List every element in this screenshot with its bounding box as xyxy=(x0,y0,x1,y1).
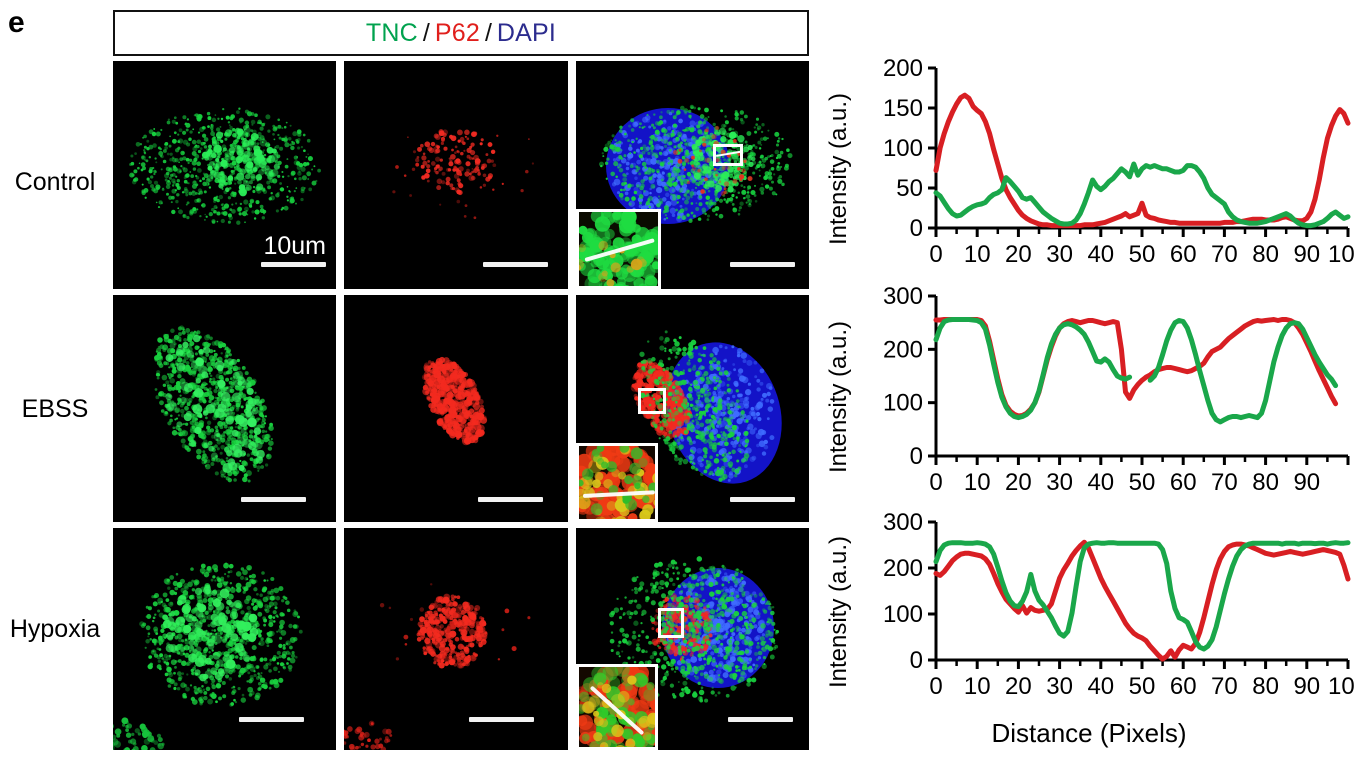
panel-ebss-merge[interactable] xyxy=(576,295,809,522)
hypoxia-tnc-render xyxy=(113,528,336,750)
scale-bar xyxy=(730,262,795,267)
chart2-y-axis-title: Intensity (a.u.) xyxy=(825,320,852,474)
scale-bar xyxy=(241,497,306,502)
control-tnc-render xyxy=(113,61,336,289)
roi-box-ebss xyxy=(638,388,666,414)
panel-letter: e xyxy=(8,6,25,39)
chart-hypoxia-intensity-profile: Intensity (a.u.) 0 100 200 300 0 10 20 30 40 50 60… xyxy=(824,512,1354,712)
chart3-plot-area: 01002003000102030405060708090100 xyxy=(854,512,1354,712)
image-row-control: 10um xyxy=(113,61,809,289)
inset-ebss-render xyxy=(579,446,655,519)
x-axis-title: Distance (Pixels) xyxy=(991,718,1187,748)
image-row-ebss xyxy=(113,295,809,522)
chart1-y-axis-title-wrap: Intensity (a.u.) xyxy=(824,58,854,280)
scale-bar xyxy=(469,717,534,722)
row-label-ebss: EBSS xyxy=(21,395,89,423)
ebss-p62-render xyxy=(344,295,568,522)
channel-separator-2: / xyxy=(484,18,492,47)
panel-hypoxia-p62[interactable] xyxy=(344,528,568,750)
panel-ebss-p62[interactable] xyxy=(344,295,568,522)
inset-hypoxia[interactable] xyxy=(576,664,658,750)
scale-bar-label: 10um xyxy=(263,232,326,260)
chart3-y-axis-title: Intensity (a.u.) xyxy=(825,535,852,689)
chart3-svg: 01002003000102030405060708090100 xyxy=(883,512,1354,700)
panel-ebss-tnc[interactable] xyxy=(113,295,336,522)
panel-control-tnc[interactable]: 10um xyxy=(113,61,336,289)
row-label-control: Control xyxy=(14,168,96,196)
chart-control-intensity-profile: Intensity (a.u.) 0 50 100 150 200 0 10 20 30 40 50… xyxy=(824,58,1354,280)
panel-control-merge[interactable] xyxy=(576,61,809,289)
panel-hypoxia-merge[interactable] xyxy=(576,528,809,750)
channel-label-dapi: DAPI xyxy=(496,18,557,47)
roi-box-hypoxia xyxy=(658,608,684,638)
row-label-hypoxia: Hypoxia xyxy=(9,615,101,643)
channel-label-p62: P62 xyxy=(434,18,480,47)
scale-bar xyxy=(483,262,548,267)
channel-label-tnc: TNC xyxy=(365,18,418,47)
scale-bar xyxy=(478,497,543,502)
chart-ebss-intensity-profile: Intensity (a.u.) 0 100 200 300 0 10 20 30 40 50 60… xyxy=(824,286,1354,508)
chart1-y-axis-title: Intensity (a.u.) xyxy=(825,92,852,246)
hypoxia-p62-render xyxy=(344,528,568,750)
panel-hypoxia-tnc[interactable] xyxy=(113,528,336,750)
scale-bar xyxy=(728,717,793,722)
roi-box-control xyxy=(713,144,743,166)
channel-legend-header: TNC / P62 / DAPI xyxy=(113,10,809,56)
chart3-y-axis-title-wrap: Intensity (a.u.) xyxy=(824,512,854,712)
scale-bar xyxy=(261,262,326,267)
inset-control-render xyxy=(579,212,658,286)
panel-control-p62[interactable] xyxy=(344,61,568,289)
image-row-hypoxia xyxy=(113,528,809,750)
chart1-plot-area: 0501001502000102030405060708090100 xyxy=(854,58,1354,280)
control-p62-render xyxy=(344,61,568,289)
chart1-svg: 0501001502000102030405060708090100 xyxy=(883,58,1354,268)
microscopy-image-grid: TNC / P62 / DAPI 10um xyxy=(113,10,809,750)
channel-separator-1: / xyxy=(422,18,430,47)
inset-ebss[interactable] xyxy=(576,443,658,522)
ebss-tnc-render xyxy=(113,295,336,522)
ebss-merge-render xyxy=(576,295,809,522)
chart2-plot-area: 0 100 200 300 0 10 20 30 40 50 60 70 80 90 xyxy=(854,286,1354,508)
inset-control[interactable] xyxy=(576,209,661,289)
chart2-y-axis-title-wrap: Intensity (a.u.) xyxy=(824,286,854,508)
scale-bar xyxy=(730,497,795,502)
scale-bar xyxy=(239,717,304,722)
